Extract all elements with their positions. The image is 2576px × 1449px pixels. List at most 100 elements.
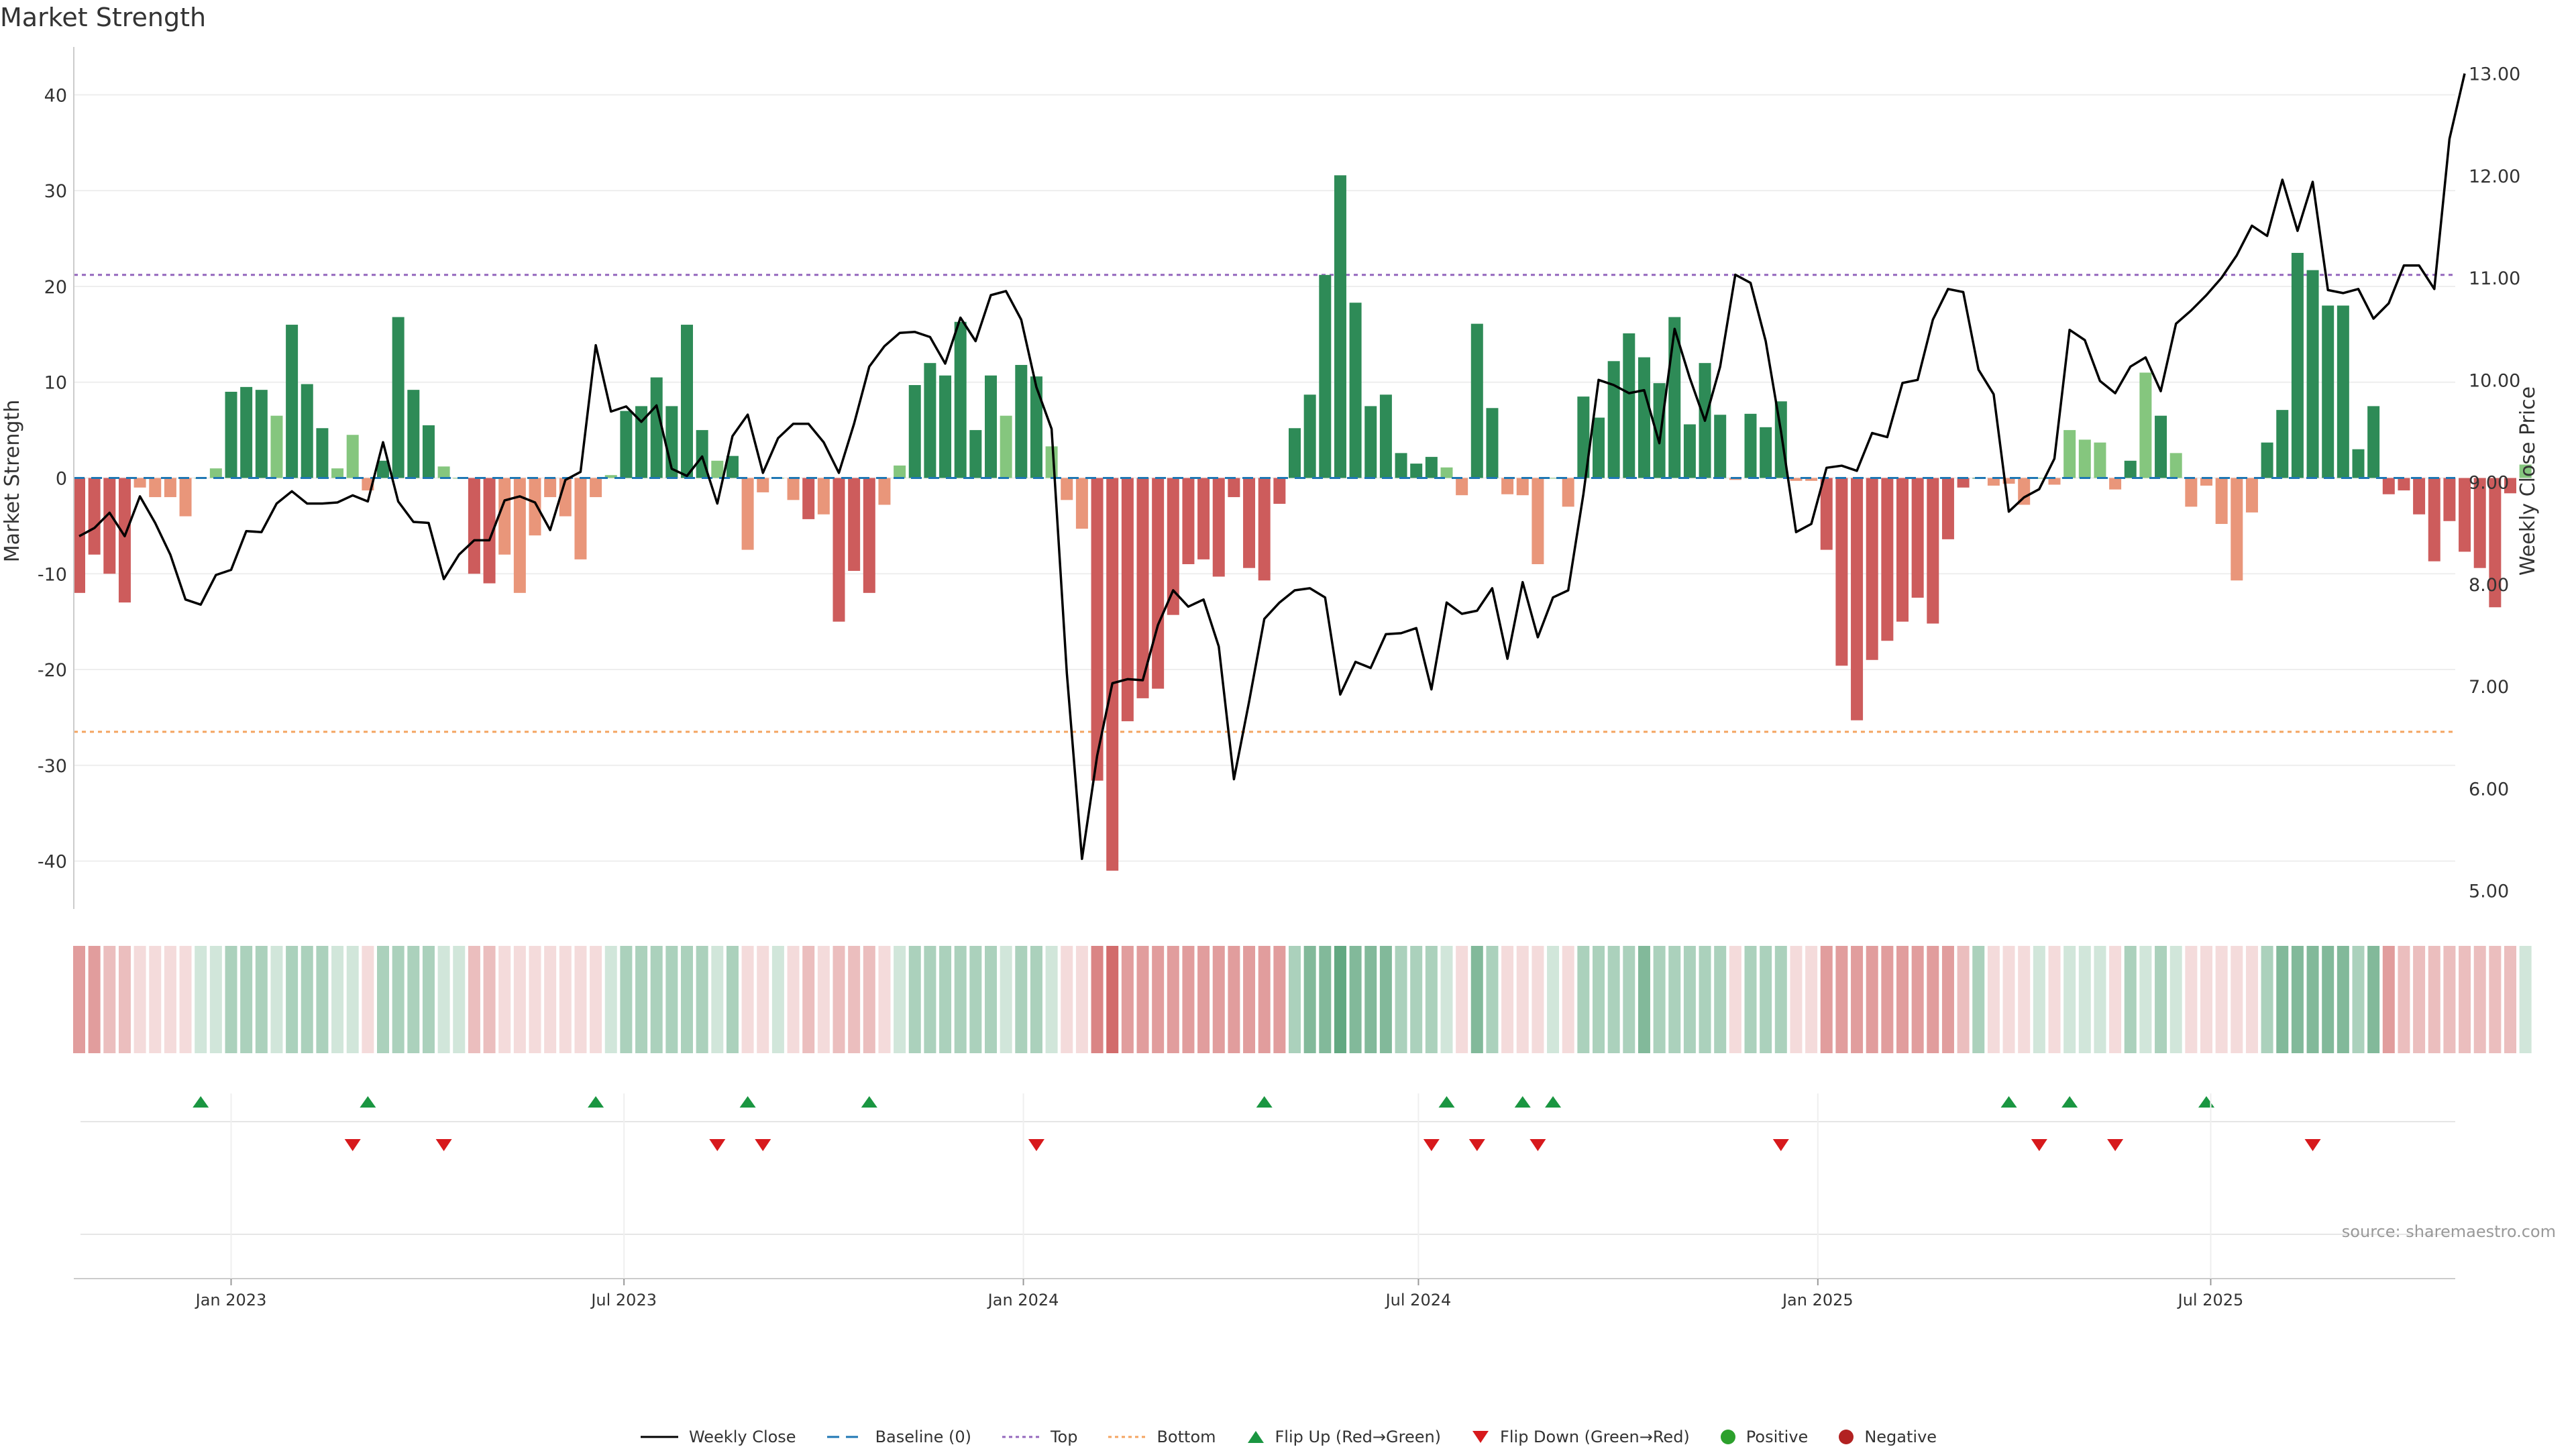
heat-cell xyxy=(346,946,359,1053)
strength-bar xyxy=(1456,478,1468,496)
heat-cell xyxy=(1623,946,1635,1053)
heat-cell xyxy=(1364,946,1377,1053)
heat-cell xyxy=(1638,946,1650,1053)
strength-bar xyxy=(179,478,192,517)
legend-item-flip-up[interactable]: Flip Up (Red→Green) xyxy=(1246,1428,1441,1446)
strength-bar xyxy=(954,321,967,478)
strength-bar xyxy=(2443,478,2456,521)
strength-bar xyxy=(2291,252,2304,478)
heat-cell xyxy=(969,946,982,1053)
y-tick-label: 30 xyxy=(44,181,67,202)
heat-cell xyxy=(1289,946,1301,1053)
heat-cell xyxy=(529,946,541,1053)
heat-cell xyxy=(894,946,906,1053)
strength-bar xyxy=(240,386,253,478)
strength-bar xyxy=(1987,478,2000,486)
strength-bar xyxy=(1425,457,1438,478)
flip-down-marker xyxy=(1468,1139,1485,1151)
heat-cell xyxy=(1774,946,1787,1053)
heat-cell xyxy=(1927,946,1939,1053)
strength-bar xyxy=(878,478,891,505)
strength-bar xyxy=(1866,478,1878,660)
heat-cell xyxy=(1015,946,1028,1053)
heat-cell xyxy=(255,946,268,1053)
strength-bar xyxy=(498,478,511,555)
legend: Weekly Close Baseline (0) Top Bottom Fli… xyxy=(0,1428,2576,1446)
legend-item-bottom[interactable]: Bottom xyxy=(1108,1428,1216,1446)
strength-bar xyxy=(863,478,875,593)
heat-cell xyxy=(2443,946,2456,1053)
strength-bar xyxy=(2504,478,2516,494)
strength-bar xyxy=(407,390,420,478)
strength-bar xyxy=(741,478,754,550)
strength-bar xyxy=(1957,478,1970,488)
x-tick-label: Jul 2023 xyxy=(590,1291,657,1309)
heat-cell xyxy=(2428,946,2440,1053)
strength-bar xyxy=(1927,478,1939,624)
flip-up-marker xyxy=(1514,1096,1531,1108)
legend-item-top[interactable]: Top xyxy=(1002,1428,1078,1446)
heat-cell xyxy=(1106,946,1119,1053)
heat-cell xyxy=(559,946,572,1053)
heat-cell xyxy=(757,946,769,1053)
heat-cell xyxy=(681,946,693,1053)
heat-cell xyxy=(377,946,389,1053)
strength-bar xyxy=(1243,478,1256,568)
y2-tick-label: 9.00 xyxy=(2469,473,2509,494)
heat-cell xyxy=(954,946,967,1053)
strength-bar xyxy=(331,468,344,478)
strength-bar xyxy=(574,478,587,559)
strength-bar xyxy=(833,478,845,622)
strength-bar xyxy=(2459,478,2471,552)
heat-cell xyxy=(650,946,663,1053)
y2-tick-label: 12.00 xyxy=(2469,166,2520,187)
flip-up-marker xyxy=(360,1096,376,1108)
flip-down-marker xyxy=(1028,1139,1044,1151)
strength-bar xyxy=(1638,357,1650,478)
heat-cell xyxy=(2063,946,2076,1053)
y-tick-label: -40 xyxy=(38,852,67,873)
strength-bar xyxy=(2185,478,2198,507)
heat-cell xyxy=(2261,946,2273,1053)
legend-item-negative[interactable]: Negative xyxy=(1837,1428,1937,1446)
heat-cell xyxy=(1121,946,1134,1053)
strength-bar xyxy=(1349,303,1362,478)
heat-cell xyxy=(1972,946,1985,1053)
strength-bar xyxy=(924,363,936,478)
heat-cell xyxy=(1258,946,1271,1053)
heat-cell xyxy=(2048,946,2061,1053)
heat-cell xyxy=(1334,946,1346,1053)
chart-title: Market Strength xyxy=(0,3,207,32)
strength-bar xyxy=(604,475,617,478)
legend-item-baseline[interactable]: Baseline (0) xyxy=(826,1428,971,1446)
heat-cell xyxy=(1075,946,1088,1053)
heat-cell xyxy=(863,946,875,1053)
strength-bar xyxy=(1577,396,1590,478)
heat-cell xyxy=(301,946,313,1053)
strength-bar xyxy=(1607,361,1620,478)
strength-bar xyxy=(2124,460,2137,478)
strength-bar xyxy=(1289,428,1301,478)
heat-cell xyxy=(1303,946,1316,1053)
strength-bar xyxy=(1228,478,1240,498)
heat-cell xyxy=(195,946,207,1053)
heat-cell xyxy=(635,946,648,1053)
strength-bars xyxy=(73,175,2532,871)
flip-up-marker xyxy=(2000,1096,2017,1108)
heat-cell xyxy=(1486,946,1499,1053)
heat-cell xyxy=(787,946,800,1053)
heat-cell xyxy=(2489,946,2502,1053)
legend-item-weekly-close[interactable]: Weekly Close xyxy=(640,1428,796,1446)
legend-item-positive[interactable]: Positive xyxy=(1719,1428,1808,1446)
heat-cell xyxy=(2352,946,2365,1053)
strength-bar xyxy=(1030,376,1042,478)
legend-item-flip-down[interactable]: Flip Down (Green→Red) xyxy=(1470,1428,1690,1446)
y2-axis-label: Weekly Close Price xyxy=(2516,386,2540,576)
heat-cell xyxy=(1167,946,1179,1053)
heat-cell xyxy=(2291,946,2304,1053)
strength-bar xyxy=(1562,478,1574,507)
source-note: source: sharemaestro.com xyxy=(2341,1222,2556,1241)
heat-cell xyxy=(2018,946,2031,1053)
strength-bar xyxy=(1623,333,1635,478)
y2-tick-label: 11.00 xyxy=(2469,268,2520,289)
